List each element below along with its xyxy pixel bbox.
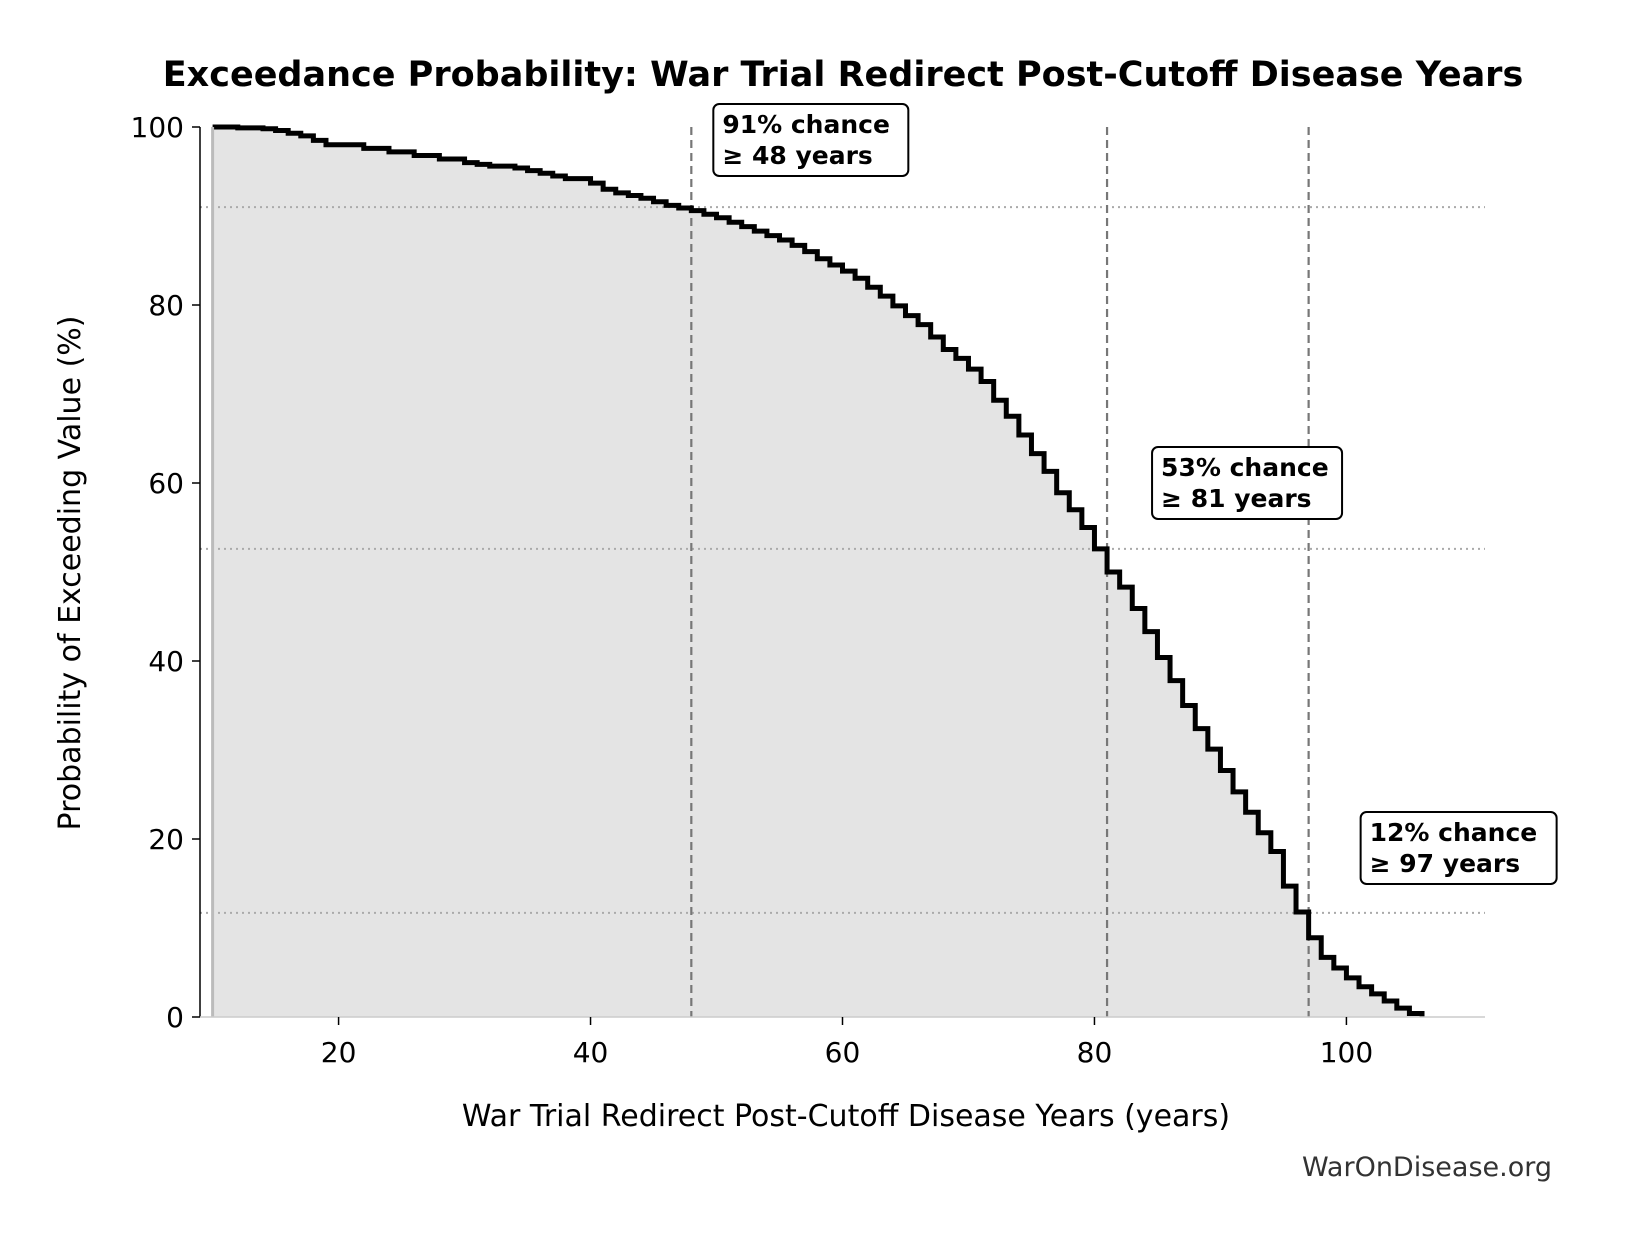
y-axis-label: Probability of Exceeding Value (%) — [53, 316, 88, 831]
x-ticks: 20 40 60 80 100 — [321, 1017, 1373, 1069]
annotations: 91% chance≥ 48 years 53% chance≥ 81 years… — [712, 103, 1558, 885]
x-tick-label: 40 — [573, 1036, 609, 1069]
annotation-line-2: ≥ 81 years — [1161, 484, 1311, 513]
annotation-line-1: 91% chance — [722, 110, 890, 139]
annotation-line-1: 53% chance — [1161, 453, 1329, 482]
y-tick-label: 20 — [148, 823, 184, 856]
reference-hlines — [200, 206, 1485, 914]
annotation-box-border — [1151, 446, 1344, 520]
annotation-box: 53% chance≥ 81 years — [1151, 446, 1344, 520]
annotation-line-2: ≥ 97 years — [1370, 849, 1520, 878]
annotation-line-1: 12% chance — [1370, 818, 1538, 847]
y-tick-label: 100 — [131, 111, 184, 144]
exceedance-step-line — [212, 124, 1425, 1017]
x-tick-label: 60 — [825, 1036, 861, 1069]
annotation-line-2: ≥ 48 years — [722, 141, 872, 170]
annotation-box-border — [1359, 811, 1558, 885]
y-tick-label: 0 — [166, 1001, 184, 1034]
y-ticks: 0 20 40 60 80 100 — [131, 111, 200, 1034]
x-tick-label: 100 — [1320, 1036, 1373, 1069]
annotation-box: 12% chance≥ 97 years — [1359, 811, 1558, 885]
y-tick-label: 40 — [148, 645, 184, 678]
x-axis-label: War Trial Redirect Post-Cutoff Disease Y… — [462, 1099, 1230, 1134]
axes: 20 40 60 80 100 0 20 40 60 80 100 — [131, 111, 1485, 1069]
x-tick-label: 20 — [321, 1036, 357, 1069]
y-tick-label: 80 — [148, 289, 184, 322]
annotation-box-border — [712, 103, 910, 177]
chart-title: Exceedance Probability: War Trial Redire… — [163, 55, 1524, 95]
annotation-box: 91% chance≥ 48 years — [712, 103, 910, 177]
watermark: WarOnDisease.org — [1302, 1152, 1552, 1183]
x-tick-label: 80 — [1077, 1036, 1113, 1069]
y-tick-label: 60 — [148, 467, 184, 500]
plot-area — [200, 124, 1485, 1017]
exceedance-area-fill — [212, 127, 1423, 1017]
